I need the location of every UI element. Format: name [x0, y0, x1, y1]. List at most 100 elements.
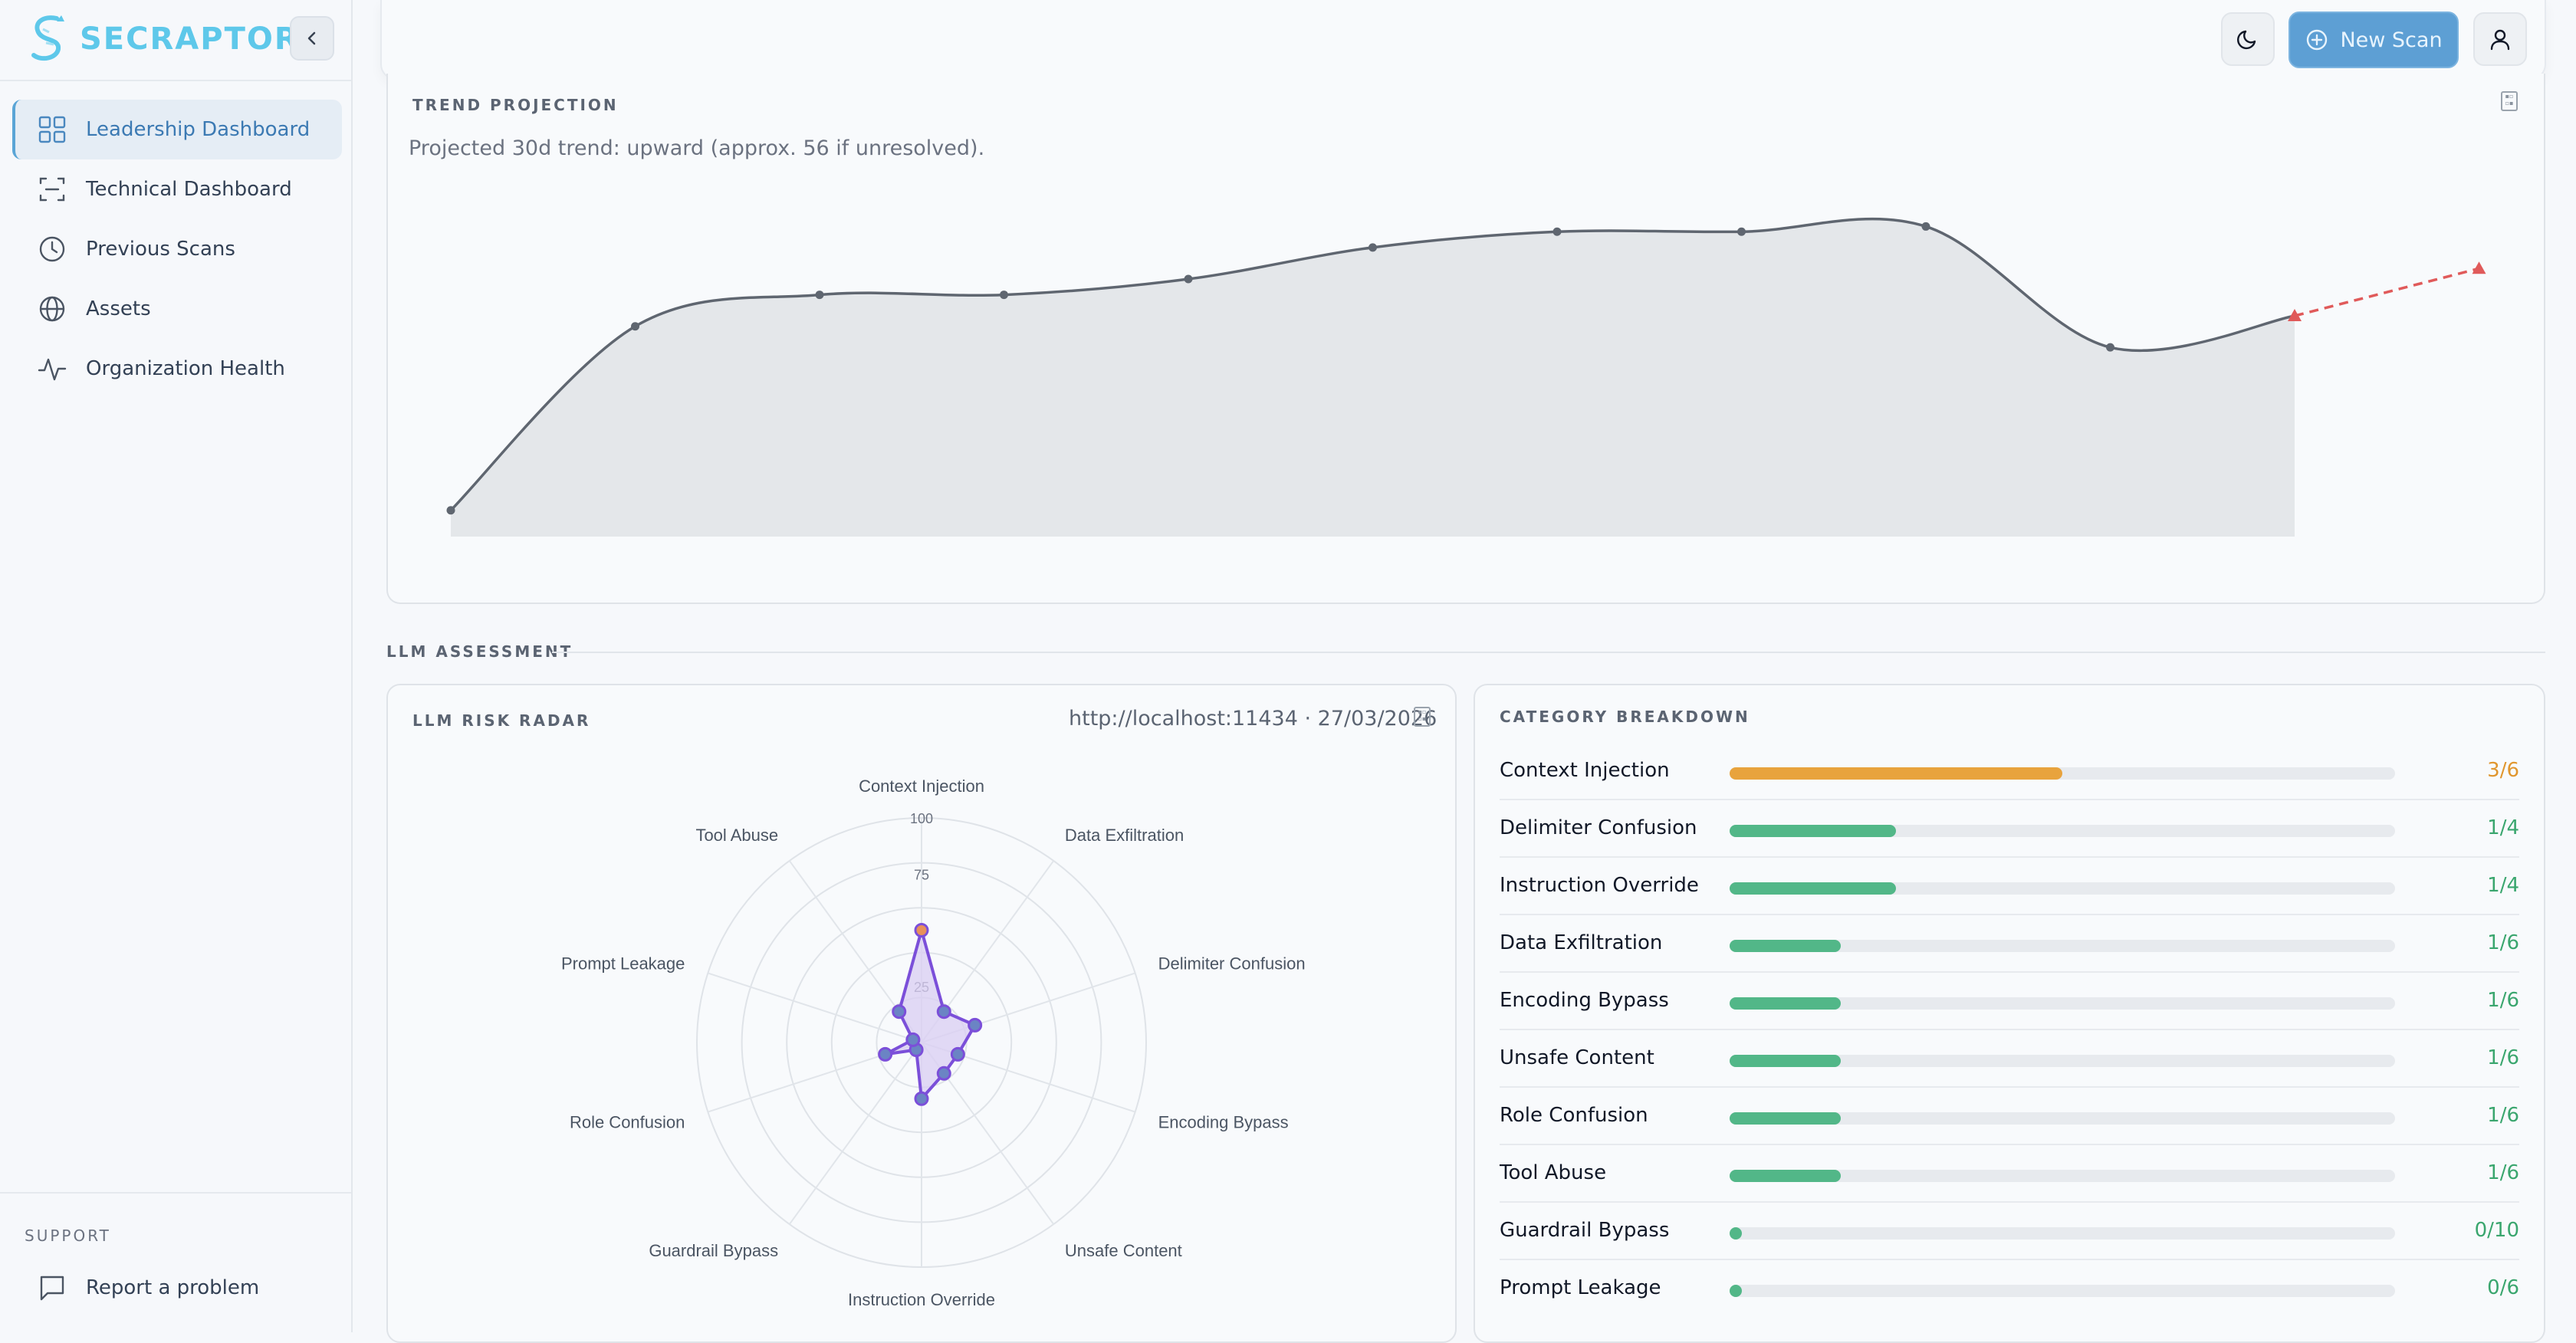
grid-icon — [38, 116, 66, 143]
sidebar-item-previous-scans[interactable]: Previous Scans — [12, 219, 342, 279]
sidebar-item-label: Technical Dashboard — [86, 178, 292, 201]
breakdown-category-name: Guardrail Bypass — [1500, 1219, 1670, 1242]
row-divider — [1500, 1201, 2519, 1203]
radar-axis-label: Tool Abuse — [695, 826, 778, 845]
globe-icon — [39, 296, 65, 322]
trend-point — [1921, 222, 1930, 231]
breakdown-row: Delimiter Confusion 1/4 — [1500, 801, 2519, 858]
collapse-sidebar-button[interactable] — [290, 16, 334, 61]
breakdown-bar-fill — [1730, 940, 1841, 952]
breakdown-bar-track — [1730, 767, 2395, 780]
trend-point — [631, 322, 639, 331]
radar-tick-label: 100 — [910, 811, 933, 826]
breakdown-bar-track — [1730, 882, 2395, 895]
radar-axis-label: Data Exfiltration — [1065, 826, 1184, 845]
breakdown-row: Encoding Bypass 1/6 — [1500, 974, 2519, 1030]
brand[interactable]: SECRAPTOR — [26, 12, 300, 66]
breakdown-category-name: Delimiter Confusion — [1500, 816, 1697, 839]
trend-area — [451, 218, 2295, 537]
breakdown-category-name: Data Exfiltration — [1500, 931, 1663, 954]
row-divider — [1500, 1029, 2519, 1030]
sidebar-item-label: Assets — [86, 297, 151, 320]
breakdown-category-name: Tool Abuse — [1500, 1161, 1607, 1184]
breakdown-bar-fill — [1730, 882, 1896, 895]
radar-title: LLM RISK RADAR — [412, 711, 591, 730]
report-problem-label: Report a problem — [86, 1276, 260, 1299]
breakdown-bar-fill — [1730, 1112, 1841, 1125]
row-divider — [1500, 1259, 2519, 1260]
sidebar-item-technical-dashboard[interactable]: Technical Dashboard — [12, 159, 342, 219]
breakdown-bar-fill — [1730, 1227, 1742, 1240]
breakdown-category-name: Prompt Leakage — [1500, 1276, 1661, 1299]
breakdown-value: 1/4 — [2487, 816, 2519, 839]
breakdown-category-name: Context Injection — [1500, 759, 1670, 782]
radar-point — [892, 1004, 907, 1020]
theme-toggle-button[interactable] — [2221, 12, 2275, 66]
breakdown-value: 0/6 — [2487, 1276, 2519, 1299]
trend-title: TREND PROJECTION — [412, 96, 619, 114]
radar-axis-label: Instruction Override — [848, 1290, 995, 1309]
report-problem-link[interactable]: Report a problem — [37, 1272, 259, 1303]
radar-axis-label: Role Confusion — [570, 1113, 685, 1132]
chevron-left-icon — [307, 31, 316, 45]
radar-axis-label: Prompt Leakage — [561, 954, 685, 973]
breakdown-bar-fill — [1730, 1170, 1841, 1182]
clock-icon — [39, 236, 65, 262]
plus-circle-icon — [2307, 29, 2328, 51]
trend-point — [815, 291, 824, 300]
radar-point — [914, 923, 929, 937]
new-scan-label: New Scan — [2340, 28, 2443, 52]
section-label-llm-assessment: LLM ASSESSMENT — [386, 642, 573, 661]
qr-icon[interactable]: ▪▫ ▫▪ — [1414, 707, 1431, 727]
radar-point — [878, 1046, 893, 1062]
breakdown-category-name: Unsafe Content — [1500, 1046, 1654, 1069]
row-divider — [1500, 1086, 2519, 1088]
scan-icon — [39, 177, 65, 202]
breakdown-row: Role Confusion 1/6 — [1500, 1089, 2519, 1145]
trend-point — [1552, 227, 1562, 236]
radar-chart: Context Injection Data Exfiltration Delimi… — [561, 777, 1306, 1309]
top-header — [380, 0, 2546, 80]
breakdown-value: 1/6 — [2487, 989, 2519, 1012]
radar-point — [968, 1017, 983, 1033]
breakdown-value: 1/4 — [2487, 874, 2519, 897]
divider — [0, 80, 351, 81]
breakdown-value: 1/6 — [2487, 1161, 2519, 1184]
breakdown-row: Data Exfiltration 1/6 — [1500, 916, 2519, 973]
divider — [0, 1192, 351, 1194]
sidebar: SECRAPTOR Leadership Dashboard Technical… — [0, 0, 353, 1332]
breakdown-value: 1/6 — [2487, 931, 2519, 954]
breakdown-bar-fill — [1730, 1055, 1841, 1067]
sidebar-nav: Leadership Dashboard Technical Dashboard… — [12, 100, 342, 399]
breakdown-category-name: Role Confusion — [1500, 1104, 1648, 1127]
trend-projection-point — [2472, 261, 2486, 274]
breakdown-category-name: Instruction Override — [1500, 874, 1699, 897]
logo-icon — [31, 15, 64, 61]
radar-tick-label: 75 — [914, 867, 929, 882]
radar-axis-label: Delimiter Confusion — [1158, 954, 1306, 973]
trend-point — [1368, 243, 1377, 252]
user-menu-button[interactable] — [2473, 12, 2527, 66]
row-divider — [1500, 971, 2519, 973]
breakdown-bar-track — [1730, 1170, 2395, 1182]
row-divider — [1500, 856, 2519, 858]
sidebar-item-label: Previous Scans — [86, 238, 235, 261]
radar-point — [936, 1004, 951, 1020]
sidebar-item-leadership-dashboard[interactable]: Leadership Dashboard — [12, 100, 342, 159]
breakdown-bar-fill — [1730, 1285, 1742, 1297]
breakdown-bar-track — [1730, 1112, 2395, 1125]
trend-projection-line — [2294, 267, 2479, 317]
trend-chart — [446, 217, 2486, 537]
sidebar-item-assets[interactable]: Assets — [12, 279, 342, 339]
breakdown-bar-track — [1730, 1055, 2395, 1067]
new-scan-button[interactable]: New Scan — [2288, 11, 2459, 68]
radar-point — [914, 1091, 929, 1106]
message-icon — [40, 1276, 64, 1301]
sidebar-item-organization-health[interactable]: Organization Health — [12, 339, 342, 399]
radar-spoke — [708, 972, 922, 1043]
breakdown-row: Tool Abuse 1/6 — [1500, 1146, 2519, 1203]
radar-point — [905, 1032, 921, 1047]
row-divider — [1500, 914, 2519, 915]
breakdown-row: Context Injection 3/6 — [1500, 744, 2519, 800]
qr-icon[interactable]: ▪▫ ▫▪ — [2501, 91, 2518, 111]
